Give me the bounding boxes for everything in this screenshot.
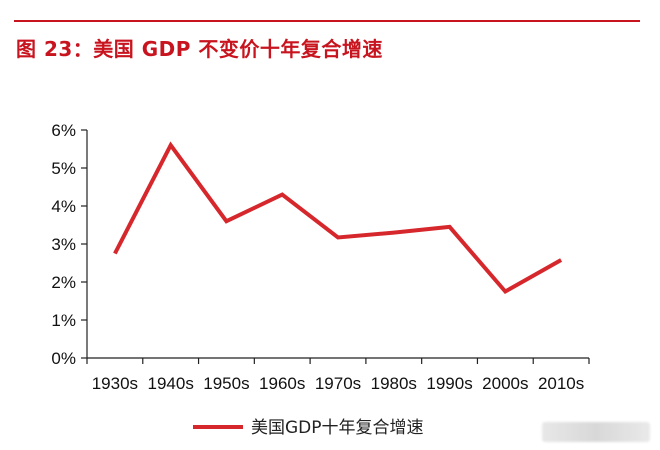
x-tick-label: 1940s: [148, 374, 194, 393]
series-layer: [113, 141, 563, 295]
y-tick-label: 0%: [51, 349, 76, 368]
x-tick-label: 2010s: [538, 374, 584, 393]
x-tick-label: 1990s: [426, 374, 472, 393]
x-tick-label: 2000s: [482, 374, 528, 393]
x-tick-label: 1950s: [203, 374, 249, 393]
y-tick-label: 5%: [51, 159, 76, 178]
y-axis: 0% 1% 2% 3% 4% 5% 6%: [51, 121, 88, 368]
x-tick-label: 1930s: [92, 374, 138, 393]
legend-label: 美国GDP十年复合增速: [251, 418, 424, 438]
y-tick-label: 4%: [51, 197, 76, 216]
x-tick-label: 1980s: [371, 374, 417, 393]
y-tick-label: 2%: [51, 273, 76, 292]
x-axis: 1930s 1940s 1950s 1960s 1970s 1980s 1990s 2000s…: [86, 357, 590, 393]
x-tick-label: 1960s: [259, 374, 305, 393]
chart-title: 图 23：美国 GDP 不变价十年复合增速: [16, 37, 383, 61]
header-rule: [14, 20, 640, 22]
y-tick-label: 6%: [51, 121, 76, 140]
legend: 美国GDP十年复合增速: [193, 418, 424, 438]
series-line: [113, 141, 563, 295]
x-tick-label: 1970s: [315, 374, 361, 393]
y-tick-label: 1%: [51, 311, 76, 330]
y-tick-label: 3%: [51, 235, 76, 254]
watermark: [542, 422, 650, 442]
